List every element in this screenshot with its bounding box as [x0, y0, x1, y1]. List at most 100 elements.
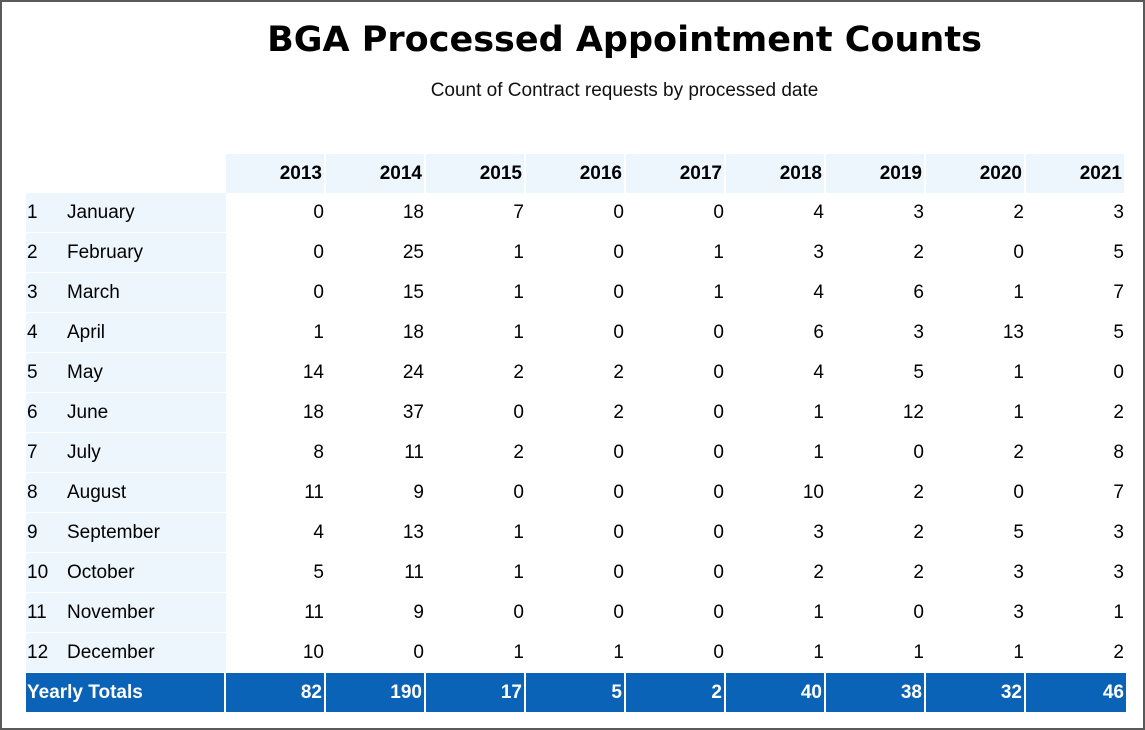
- total-cell: 40: [726, 673, 826, 712]
- count-cell: 0: [713, 202, 724, 223]
- count-cell: 2: [913, 562, 924, 583]
- total-cell: 5: [526, 673, 626, 712]
- count-cell: 3: [1113, 202, 1124, 223]
- count-cell: 9: [413, 482, 424, 503]
- month-name: June: [66, 393, 226, 433]
- count-cell: 0: [513, 482, 524, 503]
- year-header: 2021: [1026, 154, 1126, 193]
- table-row: 4 April 1 18 1 0 0 6 3 13 5: [26, 313, 1126, 353]
- table-row: 2 February 0 25 1 0 1 3 2 0 5: [26, 233, 1126, 273]
- month-name: April: [66, 313, 226, 353]
- count-cell: 1: [1013, 642, 1024, 663]
- header-blank-month: [66, 154, 226, 193]
- count-cell: 15: [402, 282, 424, 303]
- count-cell: 0: [1013, 242, 1024, 263]
- count-cell: 0: [1013, 482, 1024, 503]
- count-cell: 1: [913, 642, 924, 663]
- count-cell: 1: [1113, 602, 1124, 623]
- count-cell: 0: [713, 522, 724, 543]
- total-cell: 38: [826, 673, 926, 712]
- count-cell: 11: [304, 602, 324, 623]
- count-cell: 5: [1113, 242, 1124, 263]
- count-cell: 0: [1113, 362, 1124, 383]
- count-cell: 18: [402, 322, 424, 343]
- row-number: 2: [26, 233, 66, 273]
- count-cell: 6: [813, 322, 824, 343]
- month-name: July: [66, 433, 226, 473]
- count-cell: 1: [713, 242, 724, 263]
- year-header: 2015: [426, 154, 526, 193]
- table-row: 12 December 10 0 1 1 0 1 1 1 2: [26, 633, 1126, 673]
- count-cell: 7: [1113, 282, 1124, 303]
- month-name: December: [66, 633, 226, 673]
- total-cell: 2: [626, 673, 726, 712]
- count-cell: 2: [613, 402, 624, 423]
- count-cell: 0: [713, 482, 724, 503]
- totals-row: Yearly Totals 82 190 17 5 2 40 38 32 46: [26, 673, 1126, 712]
- total-cell: 82: [226, 673, 326, 712]
- count-cell: 3: [813, 522, 824, 543]
- row-number: 5: [26, 353, 66, 393]
- table-header: 2013 2014 2015 2016 2017 2018 2019 2020 …: [26, 154, 1126, 193]
- count-cell: 0: [613, 322, 624, 343]
- count-cell: 0: [613, 242, 624, 263]
- table-row: 9 September 4 13 1 0 0 3 2 5 3: [26, 513, 1126, 553]
- count-cell: 2: [1013, 202, 1024, 223]
- count-cell: 0: [613, 442, 624, 463]
- count-cell: 0: [613, 602, 624, 623]
- count-cell: 3: [1013, 562, 1024, 583]
- count-cell: 25: [402, 242, 424, 263]
- count-cell: 5: [1013, 522, 1024, 543]
- count-cell: 0: [913, 442, 924, 463]
- count-cell: 7: [1113, 482, 1124, 503]
- total-cell: 190: [326, 673, 426, 712]
- count-cell: 0: [513, 402, 524, 423]
- count-cell: 1: [513, 242, 524, 263]
- count-cell: 18: [302, 402, 324, 423]
- count-cell: 1: [1013, 282, 1024, 303]
- total-cell: 46: [1026, 673, 1126, 712]
- count-cell: 1: [813, 442, 824, 463]
- count-cell: 3: [1013, 602, 1024, 623]
- row-number: 7: [26, 433, 66, 473]
- count-cell: 3: [813, 242, 824, 263]
- count-cell: 10: [302, 642, 324, 663]
- total-cell: 17: [426, 673, 526, 712]
- count-cell: 4: [813, 202, 824, 223]
- count-cell: 4: [813, 282, 824, 303]
- count-cell: 10: [802, 482, 824, 503]
- count-cell: 0: [613, 202, 624, 223]
- month-name: February: [66, 233, 226, 273]
- count-cell: 0: [713, 322, 724, 343]
- year-header: 2013: [226, 154, 326, 193]
- count-cell: 1: [813, 602, 824, 623]
- row-number: 11: [26, 593, 66, 633]
- month-name: September: [66, 513, 226, 553]
- month-name: August: [66, 473, 226, 513]
- count-cell: 13: [402, 522, 424, 543]
- month-name: January: [66, 193, 226, 233]
- table-row: 8 August 11 9 0 0 0 10 2 0 7: [26, 473, 1126, 513]
- row-number: 3: [26, 273, 66, 313]
- count-cell: 0: [713, 642, 724, 663]
- count-cell: 4: [313, 522, 324, 543]
- count-cell: 1: [513, 522, 524, 543]
- count-cell: 12: [902, 402, 924, 423]
- count-cell: 5: [1113, 322, 1124, 343]
- count-cell: 0: [613, 482, 624, 503]
- count-cell: 2: [1113, 642, 1124, 663]
- year-header: 2016: [526, 154, 626, 193]
- count-cell: 0: [613, 282, 624, 303]
- count-cell: 7: [513, 202, 524, 223]
- month-name: May: [66, 353, 226, 393]
- count-cell: 0: [313, 282, 324, 303]
- count-cell: 8: [1113, 442, 1124, 463]
- count-cell: 2: [813, 562, 824, 583]
- count-cell: 1: [513, 562, 524, 583]
- count-cell: 0: [713, 402, 724, 423]
- month-name: November: [66, 593, 226, 633]
- count-cell: 3: [1113, 562, 1124, 583]
- table-row: 1 January 0 18 7 0 0 4 3 2 3: [26, 193, 1126, 233]
- year-header: 2014: [326, 154, 426, 193]
- count-cell: 1: [713, 282, 724, 303]
